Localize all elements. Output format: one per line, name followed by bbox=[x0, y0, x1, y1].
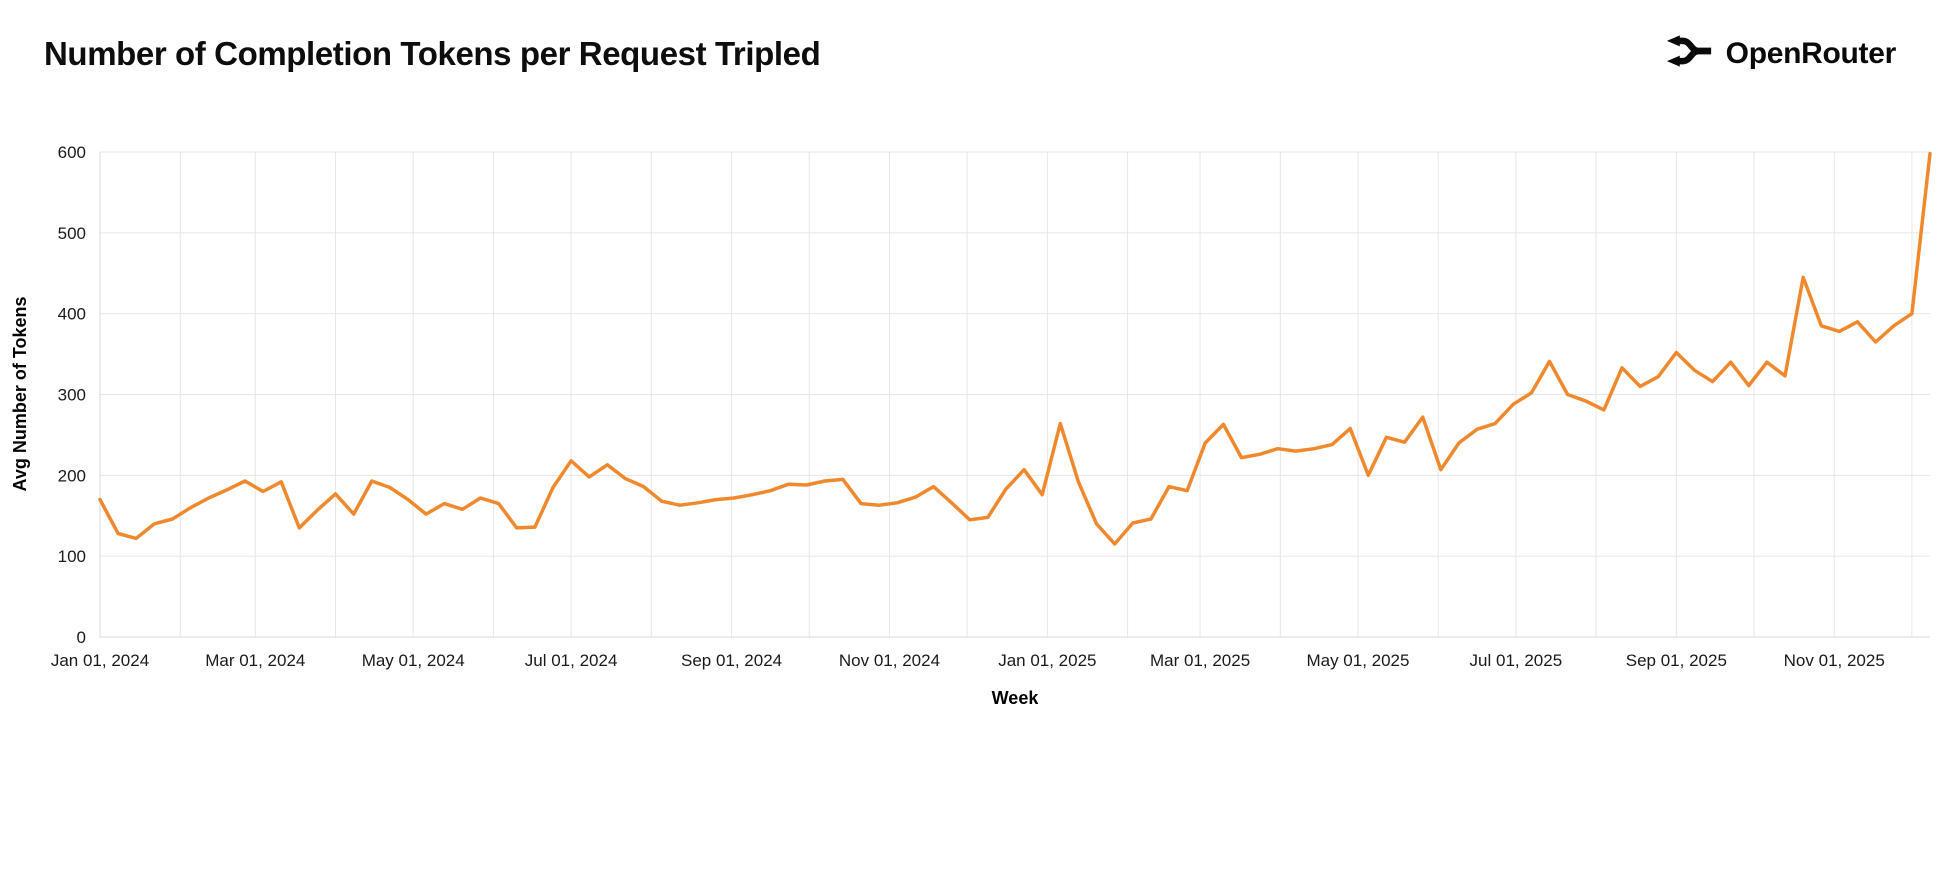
brand-lockup: OpenRouter bbox=[1666, 34, 1896, 73]
y-tick-label: 0 bbox=[77, 628, 86, 647]
page-title: Number of Completion Tokens per Request … bbox=[44, 34, 821, 72]
x-tick-label: Jan 01, 2024 bbox=[51, 651, 149, 670]
grid-layer bbox=[99, 151, 1930, 638]
y-tick-label: 500 bbox=[58, 224, 86, 243]
x-tick-label: Sep 01, 2025 bbox=[1626, 651, 1727, 670]
x-tick-label: Mar 01, 2024 bbox=[205, 651, 305, 670]
tokens-per-request-line-chart: 0 100 200 300 400 500 600 Jan 01, 2024 Mar 01, 2… bbox=[10, 143, 1932, 708]
x-tick-label: Jul 01, 2024 bbox=[525, 651, 618, 670]
y-tick-label: 100 bbox=[58, 547, 86, 566]
x-tick-label: May 01, 2024 bbox=[362, 651, 465, 670]
openrouter-logo-icon bbox=[1666, 34, 1712, 73]
y-tick-label: 600 bbox=[58, 143, 86, 162]
x-tick-label: Nov 01, 2025 bbox=[1784, 651, 1885, 670]
y-tick-label: 300 bbox=[58, 386, 86, 405]
ticks-layer: 0 100 200 300 400 500 600 Jan 01, 2024 Mar 01, 2… bbox=[51, 143, 1885, 670]
y-tick-label: 400 bbox=[58, 305, 86, 324]
x-tick-label: May 01, 2025 bbox=[1306, 651, 1409, 670]
x-tick-label: Jan 01, 2025 bbox=[998, 651, 1096, 670]
series-layer bbox=[98, 151, 1932, 546]
chart-area: 0 100 200 300 400 500 600 Jan 01, 2024 Mar 01, 2… bbox=[0, 112, 1942, 732]
brand-name: OpenRouter bbox=[1725, 36, 1897, 70]
x-tick-label: Jul 01, 2025 bbox=[1470, 651, 1563, 670]
x-tick-label: Sep 01, 2024 bbox=[681, 651, 782, 670]
x-tick-label: Mar 01, 2025 bbox=[1150, 651, 1250, 670]
header: Number of Completion Tokens per Request … bbox=[0, 0, 1942, 73]
x-axis-title: Week bbox=[992, 688, 1040, 708]
y-axis-title: Avg Number of Tokens bbox=[10, 296, 30, 491]
y-tick-label: 200 bbox=[58, 466, 86, 485]
avg-tokens-line-series bbox=[98, 151, 1932, 546]
x-tick-label: Nov 01, 2024 bbox=[839, 651, 940, 670]
